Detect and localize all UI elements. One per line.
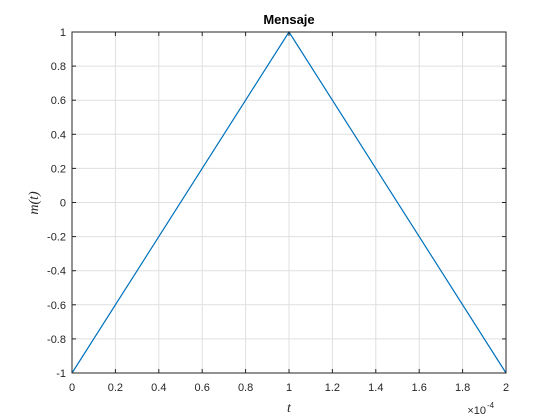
x-tick-label: 1.6: [412, 382, 427, 394]
y-tick-label: 0.2: [51, 163, 66, 175]
x-tick-label: 2: [503, 382, 509, 394]
x-tick-label: 1.4: [368, 382, 383, 394]
x-tick-label: 0.8: [238, 382, 253, 394]
y-tick-label: -0.4: [47, 266, 66, 278]
y-tick-label: -1: [56, 368, 66, 380]
x-tick-label: 1.2: [325, 382, 340, 394]
x-tick-labels: 0 0.2 0.4 0.6 0.8 1 1.2 1.4 1.6 1.8 2: [69, 382, 509, 394]
y-tick-label: 0: [60, 198, 66, 210]
x-exponent-base: ×10: [467, 405, 486, 417]
y-tick-label: -0.2: [47, 232, 66, 244]
y-tick-label: 0.4: [51, 129, 66, 141]
x-tick-label: 0: [69, 382, 75, 394]
y-axis-label: m(t): [27, 191, 42, 215]
chart-title: Mensaje: [263, 12, 314, 27]
x-tick-label: 1: [286, 382, 292, 394]
x-exponent-power: -4: [487, 401, 495, 410]
ticks: [71, 31, 507, 374]
y-tick-label: 0.6: [51, 95, 66, 107]
y-tick-label: -0.8: [47, 334, 66, 346]
y-tick-labels: -1 -0.8 -0.6 -0.4 -0.2 0 0.2 0.4 0.6 0.8 1: [47, 27, 66, 380]
x-tick-label: 0.6: [195, 382, 210, 394]
x-tick-label: 0.4: [151, 382, 166, 394]
y-tick-label: -0.6: [47, 300, 66, 312]
y-tick-label: 0.8: [51, 61, 66, 73]
x-tick-label: 1.8: [455, 382, 470, 394]
x-axis-label: t: [287, 401, 292, 416]
x-tick-label: 0.2: [108, 382, 123, 394]
y-tick-label: 1: [60, 27, 66, 39]
